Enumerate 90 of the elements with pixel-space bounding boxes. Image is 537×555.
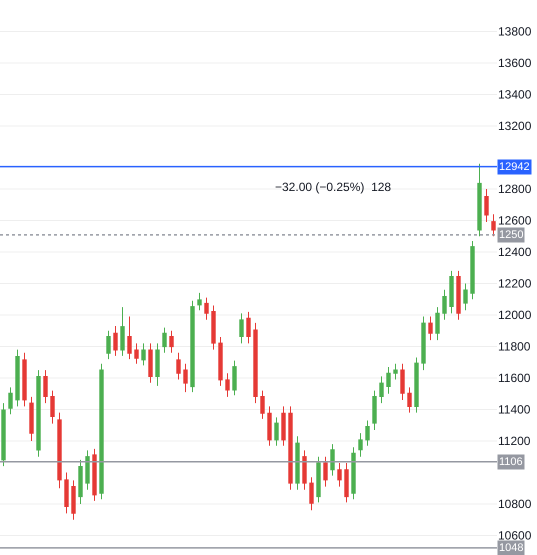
candlestick: [1, 402, 6, 467]
candlestick: [99, 363, 104, 500]
candlestick: [218, 336, 223, 386]
candlestick: [358, 432, 363, 458]
candlestick: [71, 480, 76, 520]
candlestick: [246, 311, 251, 344]
candlestick: [463, 282, 468, 311]
y-tick-label: 13600: [498, 56, 532, 70]
candlestick: [50, 390, 55, 424]
candlestick: [393, 363, 398, 380]
y-tick-label: 11600: [498, 371, 531, 386]
candlestick: [162, 327, 167, 354]
candlestick: [190, 300, 195, 393]
candlestick: [309, 476, 314, 511]
candlestick: [274, 416, 279, 446]
candlestick: [484, 188, 489, 223]
candlestick: [316, 456, 321, 503]
candlestick: [148, 342, 153, 384]
candlestick: [295, 436, 300, 490]
y-tick-label: 12400: [498, 245, 532, 260]
candlestick: [225, 372, 230, 398]
candlestick: [8, 386, 13, 415]
y-tick-label: 10600: [498, 528, 532, 543]
y-tick-label: 11400: [498, 402, 531, 417]
y-tick-label: 11200: [498, 434, 531, 448]
annotation: 1250: [499, 229, 524, 241]
candlestick: [106, 330, 111, 360]
y-tick-label: 13800: [498, 24, 532, 39]
ref-line-label: 12942: [499, 161, 530, 173]
candlestick: [491, 214, 496, 237]
candlestick: [442, 289, 447, 320]
candlestick: [183, 363, 188, 393]
candlestick: [323, 456, 328, 488]
candlestick: [351, 446, 356, 500]
candlestick: [400, 363, 405, 401]
candlestick: [29, 396, 34, 442]
candlestick: [78, 459, 83, 504]
candlestick: [267, 406, 272, 446]
candlestick: [337, 462, 342, 488]
candlestick: [64, 472, 69, 514]
candlestick: [449, 270, 454, 314]
candlestick: [232, 360, 237, 396]
candlestick: [85, 450, 90, 490]
candlestick: [134, 342, 139, 364]
candlestick: [127, 316, 132, 360]
candlestick: [155, 342, 160, 386]
candlestick: [260, 390, 265, 420]
candlestick: [288, 406, 293, 490]
candlestick: [414, 357, 419, 414]
candlestick: [57, 412, 62, 489]
candlestick: [302, 450, 307, 490]
y-tick-label: 11800: [498, 340, 531, 354]
candlestick: [456, 270, 461, 320]
y-tick-label: 12600: [498, 214, 532, 228]
candlestick: [344, 462, 349, 503]
y-tick-label: 13200: [498, 119, 532, 134]
candlestick: [386, 366, 391, 394]
candlestick: [22, 352, 27, 407]
candlestick: [43, 370, 48, 404]
candlestick: [169, 330, 174, 354]
candlestick: [141, 342, 146, 366]
candlestick: [372, 390, 377, 430]
candlestick: [435, 306, 440, 341]
candlestick: [197, 292, 202, 311]
y-tick-label: 12000: [498, 308, 532, 322]
y-tick-label: 10800: [498, 497, 532, 512]
candlestick: [204, 297, 209, 320]
y-tick-label: 13400: [498, 88, 532, 102]
candlestick: [421, 316, 426, 371]
candlestick: [92, 448, 97, 502]
candlestick: [281, 406, 286, 446]
candlestick: [477, 163, 482, 237]
candlestick: [365, 420, 370, 446]
y-tick-label: 12800: [498, 182, 532, 196]
candlestick: [470, 240, 475, 300]
annotation: 1048: [499, 542, 524, 554]
candlestick: [253, 322, 258, 404]
candlestick: [120, 306, 125, 356]
candlestick: [15, 349, 20, 407]
annotation: 1106: [499, 456, 523, 468]
candlestick: [113, 326, 118, 356]
candlestick: [379, 376, 384, 404]
candlestick: [36, 370, 41, 458]
annotation: −32.00 (−0.25%) 128: [275, 180, 392, 194]
candlestick: [239, 312, 244, 344]
y-tick-label: 12200: [498, 276, 532, 291]
candlestick: [428, 316, 433, 341]
candlestick: [176, 352, 181, 380]
candlestick: [211, 305, 216, 350]
candlestick: [407, 386, 412, 414]
